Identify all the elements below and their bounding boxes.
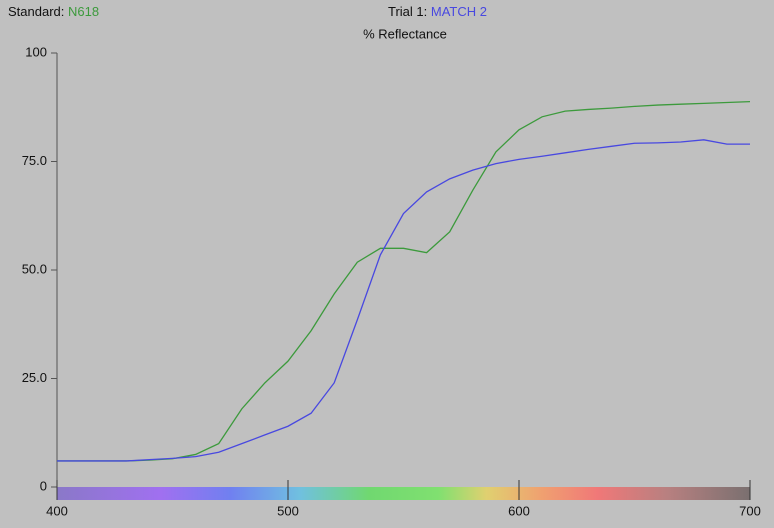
trial-label: Trial 1: <box>388 4 427 19</box>
x-tick-label: 400 <box>46 503 68 518</box>
y-tick-label: 0 <box>40 478 47 493</box>
trial-header: Trial 1: MATCH 2 <box>388 4 487 19</box>
series-line <box>57 139 750 462</box>
y-tick-label: 100 <box>25 44 47 59</box>
series-line <box>57 100 751 462</box>
y-tick-label: 50.0 <box>22 261 47 276</box>
standard-label: Standard: <box>8 4 64 19</box>
x-tick-label: 700 <box>739 503 761 518</box>
y-tick-label: 75.0 <box>22 153 47 168</box>
x-tick-label: 500 <box>277 503 299 518</box>
trial-name: MATCH 2 <box>431 4 487 19</box>
standard-header: Standard: N618 <box>8 4 99 19</box>
spectrum-bar <box>57 487 750 500</box>
standard-name: N618 <box>68 4 99 19</box>
y-tick-label: 25.0 <box>22 370 47 385</box>
chart-title: % Reflectance <box>363 26 447 41</box>
x-tick-label: 600 <box>508 503 530 518</box>
